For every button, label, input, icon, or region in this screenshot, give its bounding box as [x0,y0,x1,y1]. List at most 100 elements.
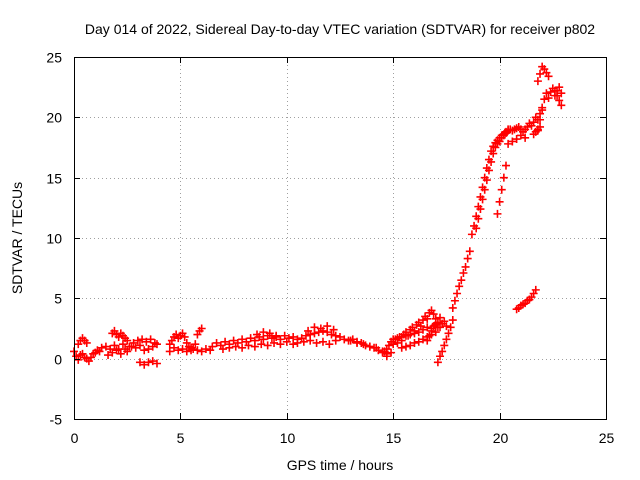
data-point [480,185,489,194]
y-tick-label: 15 [46,171,62,187]
data-point [423,323,432,332]
data-point [331,336,340,345]
data-point [401,331,410,340]
data-point [346,336,355,345]
data-point [516,131,525,140]
data-point [165,347,174,356]
data-point [82,338,91,347]
data-point [108,348,117,357]
data-point [144,345,153,354]
data-point [544,94,553,103]
data-point [316,324,325,333]
data-point [418,325,427,334]
data-point [101,342,110,351]
data-point [259,328,268,337]
data-point [501,161,510,170]
data-point [410,329,419,338]
data-point [482,176,491,185]
data-point [431,328,440,337]
y-tick-labels: -5 0 5 10 15 20 25 [46,50,62,428]
x-tick-label: 10 [280,430,296,446]
y-tick-label: 5 [54,291,62,307]
x-tick-label: 15 [386,430,402,446]
data-point [225,343,234,352]
data-point [180,332,189,341]
data-point [299,337,308,346]
data-point [444,329,453,338]
data-point [197,324,206,333]
data-point [112,346,121,355]
data-point [521,133,530,142]
chart-title: Day 014 of 2022, Sidereal Day-to-day VTE… [85,21,595,37]
data-point [414,337,423,346]
data-point [389,335,398,344]
data-point [542,89,551,98]
data-point [442,335,451,344]
data-point [323,322,332,331]
data-point [193,346,202,355]
data-point [318,337,327,346]
data-point [433,323,442,332]
data-point [359,340,368,349]
data-point [450,296,459,305]
data-point [116,349,125,358]
data-point [557,101,566,110]
data-point [497,185,506,194]
data-point [140,346,149,355]
data-point [336,332,344,341]
data-point [397,332,406,341]
data-point [306,336,315,345]
data-point [365,342,374,351]
data-point [429,310,438,319]
data-point [129,338,138,347]
data-point [476,205,485,214]
data-point [499,173,508,182]
data-point [182,347,191,356]
data-point [455,282,464,291]
x-tick-label: 5 [177,430,185,446]
data-point [289,332,298,341]
data-point [218,345,227,354]
data-point [536,115,545,124]
data-point [142,337,151,346]
data-point [270,338,279,347]
x-axis-label: GPS time / hours [287,457,394,473]
data-point [461,262,470,271]
data-point [397,343,406,352]
data-point [508,137,517,146]
data-point [472,224,481,233]
data-point [118,340,127,349]
data-point [229,336,238,345]
x-tick-label: 20 [493,430,509,446]
data-point [423,336,432,345]
data-point [289,340,298,349]
data-point [440,341,449,350]
data-point [442,322,451,331]
data-point [265,329,274,338]
data-point [550,91,559,100]
data-point [123,336,132,345]
data-point [144,358,153,367]
data-point [221,337,230,346]
data-point [135,358,144,367]
data-point [457,276,466,285]
data-point [327,330,336,339]
data-point [312,338,321,347]
data-point [201,345,210,354]
data-point [448,303,457,312]
data-point [487,157,496,166]
data-point [304,326,313,335]
data-point [474,214,483,223]
data-point [340,335,349,344]
data-point [436,352,445,361]
data-point [427,326,436,335]
y-tick-label: 25 [46,50,62,66]
data-point [410,338,419,347]
data-point [414,328,423,337]
data-point [531,285,540,294]
data-point [436,313,445,322]
data-point [231,342,240,351]
data-point [267,334,276,343]
data-point [246,334,255,343]
